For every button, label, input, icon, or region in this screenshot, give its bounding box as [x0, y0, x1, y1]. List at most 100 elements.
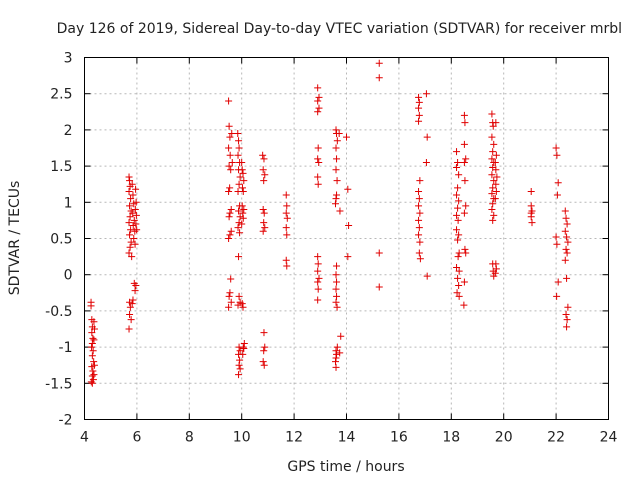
data-point: [489, 216, 497, 224]
data-point: [226, 231, 234, 239]
data-point: [490, 272, 498, 280]
x-tick-label: 10: [233, 430, 251, 446]
data-point: [125, 325, 133, 333]
data-point: [488, 171, 496, 179]
data-point: [563, 274, 571, 282]
x-tick-label: 22: [547, 430, 565, 446]
data-point: [228, 130, 236, 138]
data-point: [125, 187, 133, 195]
x-axis-tick-labels: 4 6 8 10 12 14 16 18 20 22 24: [80, 430, 617, 446]
data-point: [227, 298, 235, 306]
data-point: [238, 220, 246, 228]
data-point: [416, 177, 424, 185]
data-point: [345, 221, 353, 229]
data-point: [127, 226, 135, 234]
data-point: [489, 148, 497, 156]
data-point: [332, 166, 340, 174]
data-point: [375, 249, 383, 257]
data-point: [462, 155, 470, 163]
data-point: [562, 245, 570, 253]
data-point: [283, 214, 291, 222]
data-point: [415, 104, 423, 112]
data-point: [453, 211, 461, 219]
data-point: [126, 177, 134, 185]
data-point: [488, 110, 496, 118]
data-point: [225, 122, 233, 130]
data-point: [90, 325, 98, 333]
data-point: [453, 164, 461, 172]
data-point: [333, 262, 341, 270]
data-point: [314, 173, 322, 181]
data-point: [315, 274, 323, 282]
data-point: [564, 303, 572, 311]
data-point: [492, 151, 500, 159]
data-point: [314, 253, 322, 261]
data-point: [563, 316, 571, 324]
data-points: [87, 59, 572, 387]
data-point: [235, 292, 243, 300]
data-point: [239, 209, 247, 217]
data-point: [226, 133, 234, 141]
data-point: [260, 329, 268, 337]
data-point: [261, 224, 269, 232]
data-point: [225, 292, 233, 300]
data-point: [225, 97, 233, 105]
data-point: [564, 238, 572, 246]
data-point: [563, 233, 571, 241]
data-point: [561, 227, 569, 235]
data-point: [315, 104, 323, 112]
data-point: [553, 292, 561, 300]
data-point: [282, 209, 290, 217]
data-point: [235, 207, 243, 215]
data-point: [125, 219, 133, 227]
data-point: [416, 209, 424, 217]
data-point: [460, 140, 468, 148]
data-point: [462, 249, 470, 257]
data-point: [453, 226, 461, 234]
data-point: [259, 166, 267, 174]
data-point: [332, 271, 340, 279]
data-point: [416, 238, 424, 246]
data-point: [488, 133, 496, 141]
data-point: [126, 303, 134, 311]
data-point: [88, 379, 96, 387]
x-tick-label: 12: [285, 430, 303, 446]
data-point: [127, 316, 135, 324]
data-point: [375, 74, 383, 82]
data-point: [90, 318, 98, 326]
data-point: [133, 226, 141, 234]
data-point: [88, 339, 96, 347]
data-point: [331, 358, 339, 366]
data-point: [239, 169, 247, 177]
data-point: [314, 155, 322, 163]
data-point: [131, 287, 139, 295]
data-point: [259, 206, 267, 214]
data-point: [227, 275, 235, 283]
y-tick-label: 0: [64, 268, 73, 284]
data-point: [489, 260, 497, 268]
data-point: [423, 272, 431, 280]
data-point: [488, 155, 496, 163]
data-point: [128, 253, 136, 261]
data-point: [415, 187, 423, 195]
data-point: [462, 202, 470, 210]
data-point: [89, 334, 97, 342]
data-point: [454, 184, 462, 192]
y-tick-label: 1: [64, 195, 73, 211]
data-point: [132, 220, 140, 228]
y-axis-title: SDTVAR / TECUs: [7, 181, 23, 296]
data-point: [225, 303, 233, 311]
data-point: [455, 267, 463, 275]
data-point: [460, 209, 468, 217]
data-point: [315, 158, 323, 166]
data-point: [314, 108, 322, 116]
data-point: [131, 206, 139, 214]
data-point: [455, 197, 463, 205]
data-point: [337, 332, 345, 340]
data-point: [553, 240, 561, 248]
data-point: [129, 296, 137, 304]
y-tick-label: -1: [59, 340, 73, 356]
data-point: [332, 298, 340, 306]
data-point: [332, 285, 340, 293]
data-point: [563, 323, 571, 331]
